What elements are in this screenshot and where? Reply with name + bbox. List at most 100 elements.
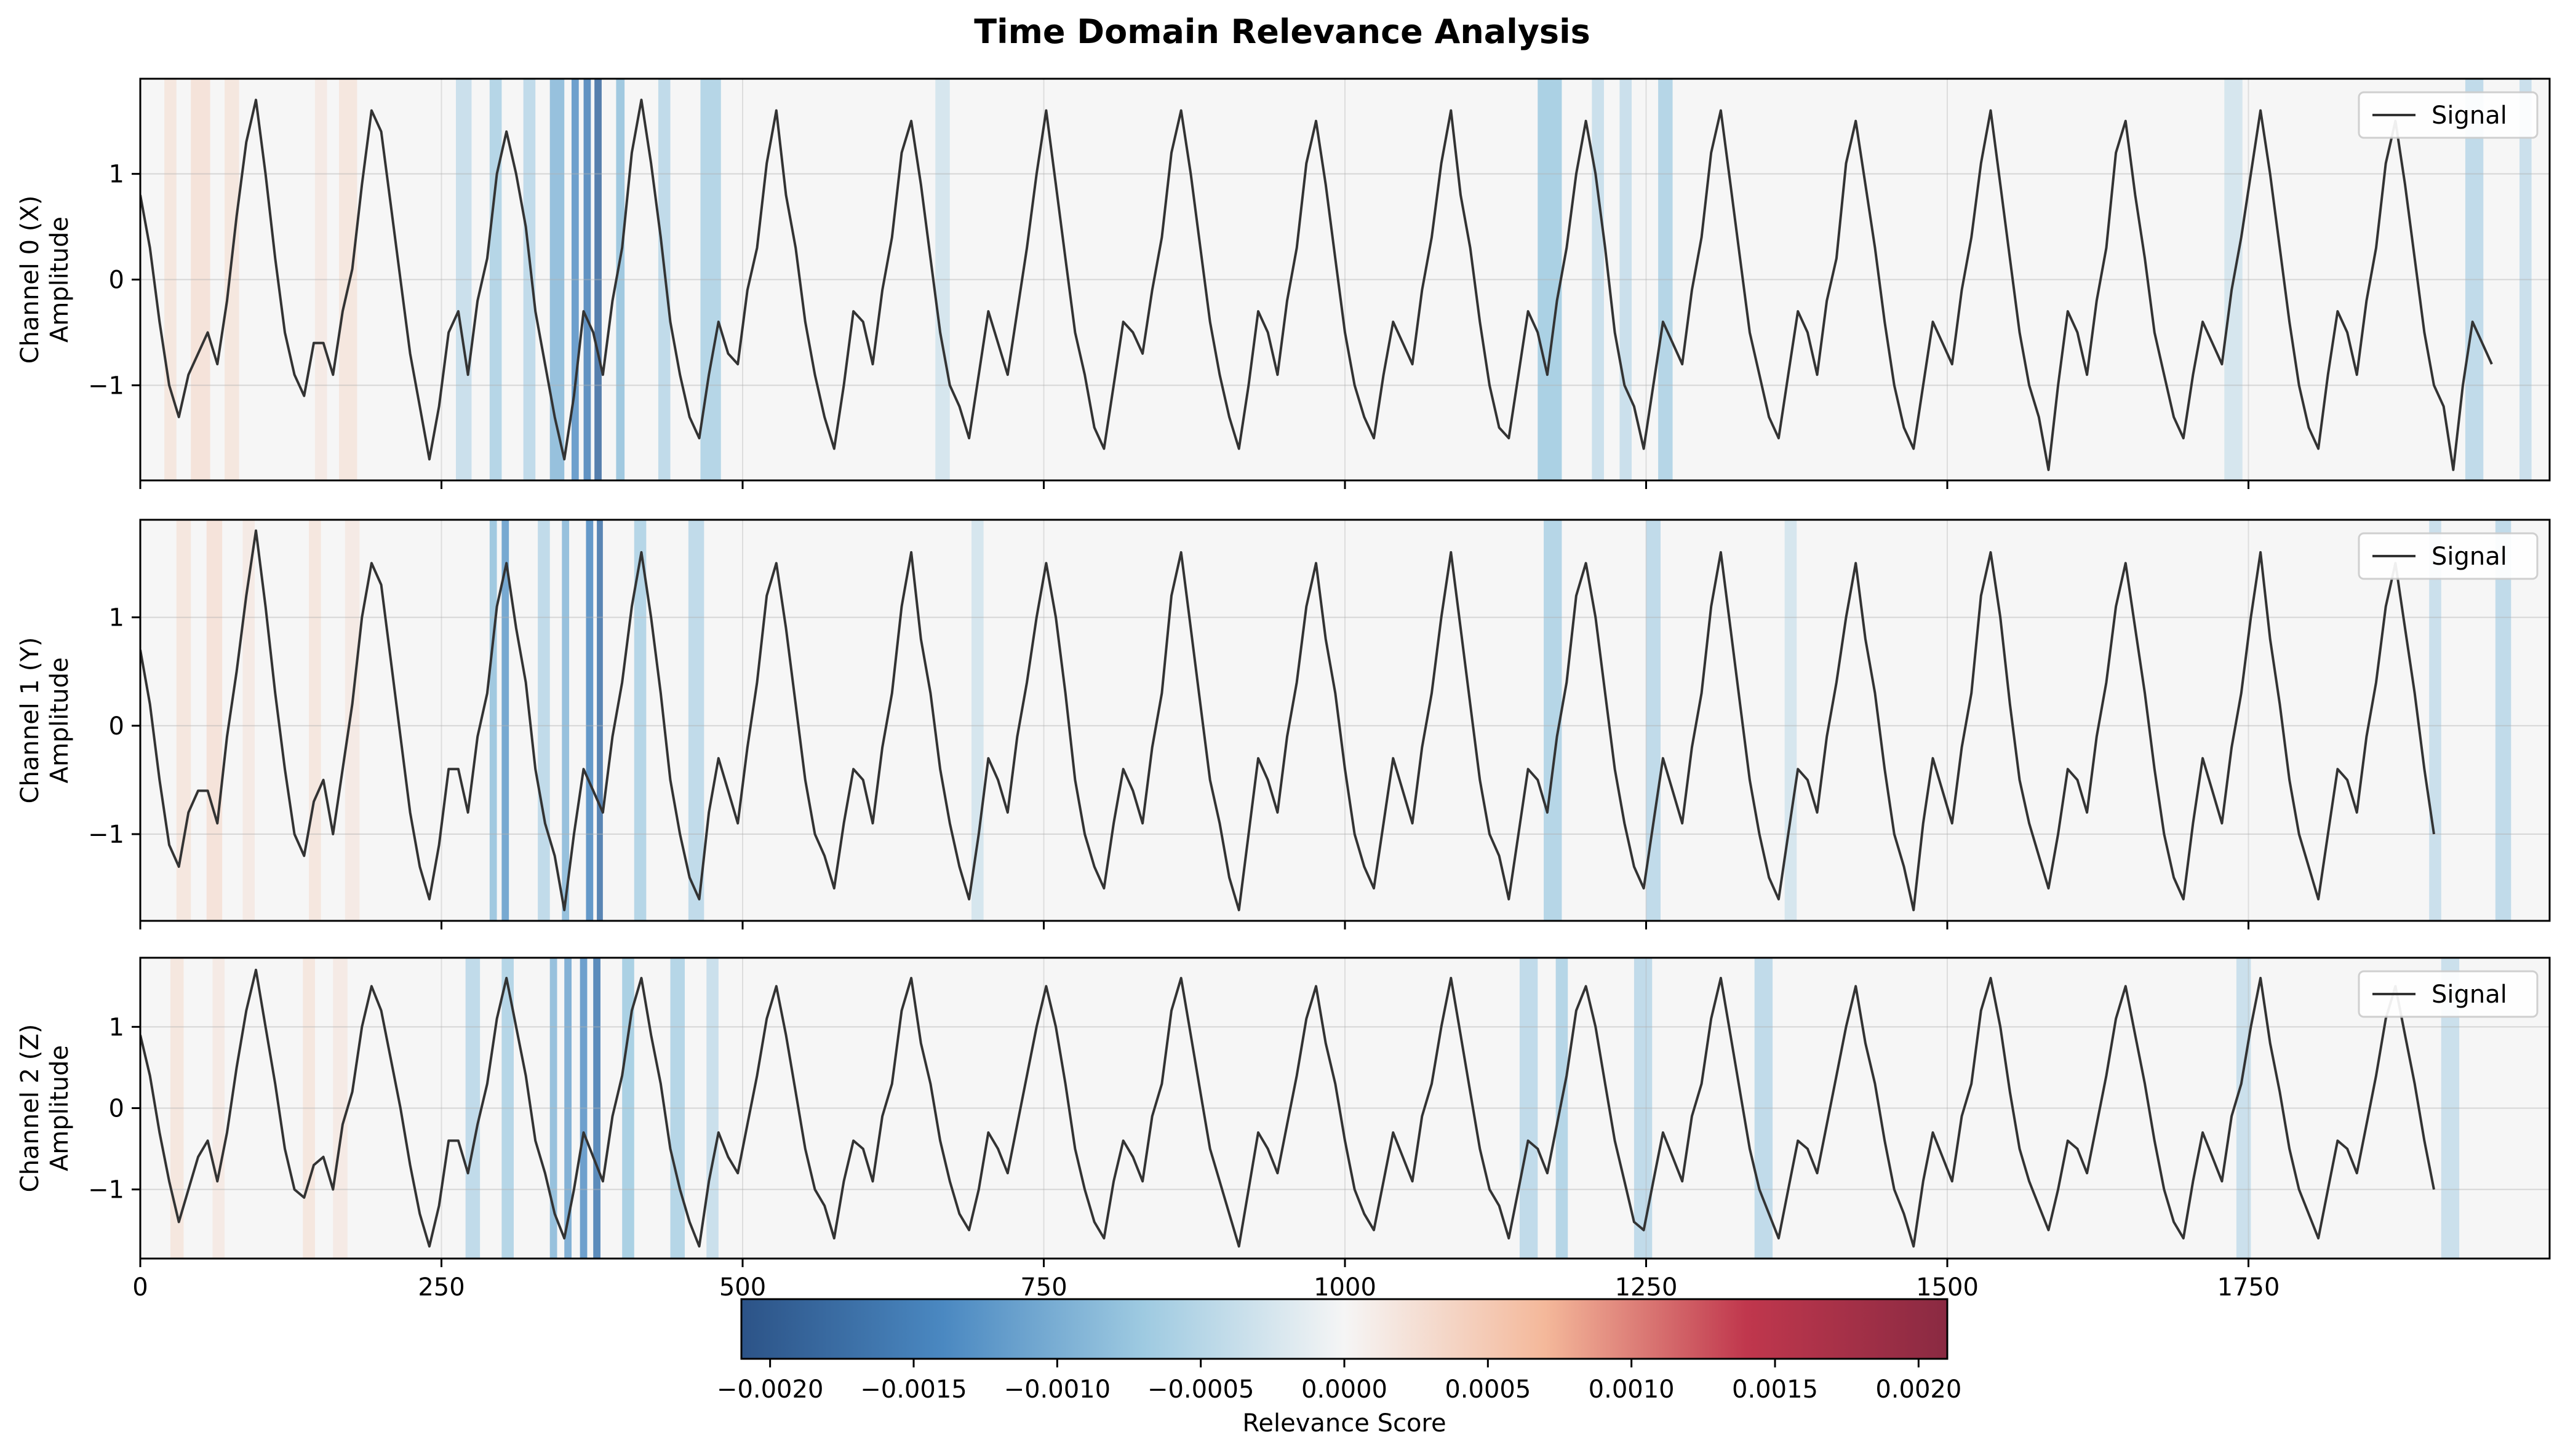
relevance-band: [2236, 958, 2251, 1259]
relevance-band: [191, 79, 210, 480]
y-axis-label-line2: Amplitude: [46, 217, 74, 343]
relevance-band: [564, 958, 572, 1259]
relevance-bands: [164, 79, 2532, 480]
signal-line-0: [140, 529, 2435, 912]
colorbar-tick-label: 0.0010: [1589, 1375, 1675, 1404]
colorbar-label: Relevance Score: [1242, 1409, 1446, 1438]
relevance-band: [586, 520, 594, 921]
relevance-band: [455, 79, 472, 480]
relevance-band: [594, 79, 602, 480]
relevance-band: [170, 958, 184, 1259]
x-tick-label: 250: [418, 1273, 465, 1302]
y-axis-label-line1: Channel 0 (X): [16, 196, 44, 364]
x-tick-label: 1500: [1916, 1273, 1979, 1302]
y-tick-label: −1: [88, 372, 124, 400]
relevance-band: [501, 958, 514, 1259]
x-tick-label: 0: [132, 1273, 148, 1302]
y-tick-label: 0: [109, 266, 124, 295]
y-axis-label: Channel 2 (Z)Amplitude: [16, 1024, 74, 1193]
y-tick-label: 0: [109, 712, 124, 741]
colorbar-ticks: −0.0020 −0.0015 −0.0010 −0.0005 0.0000 0.0005…: [717, 1359, 1961, 1404]
colorbar-tick-label: −0.0020: [717, 1375, 823, 1404]
colorbar-tick-label: −0.0010: [1004, 1375, 1111, 1404]
relevance-band: [622, 958, 634, 1259]
relevance-band: [549, 79, 565, 480]
colorbar-tick-label: −0.0005: [1147, 1375, 1254, 1404]
relevance-band: [206, 520, 223, 921]
relevance-band: [345, 520, 360, 921]
relevance-band: [1784, 520, 1797, 921]
colorbar-tick-label: −0.0015: [860, 1375, 967, 1404]
colorbar-gradient: [740, 1298, 1949, 1360]
relevance-band: [303, 958, 315, 1259]
signal-line-0: [140, 968, 2435, 1248]
relevance-band: [1754, 958, 1773, 1259]
relevance-band: [571, 79, 579, 480]
legend: Signal: [2358, 532, 2539, 580]
legend-label: Signal: [2431, 981, 2507, 1009]
relevance-band: [212, 958, 225, 1259]
colorbar-tick-label: 0.0020: [1875, 1375, 1961, 1404]
y-tick-label: 1: [109, 161, 124, 189]
colorbar-tick-label: 0.0015: [1732, 1375, 1818, 1404]
relevance-band: [580, 958, 588, 1259]
relevance-band: [583, 79, 591, 480]
legend-box: [2358, 532, 2539, 580]
relevance-band: [176, 520, 191, 921]
relevance-band: [489, 520, 497, 921]
relevance-band: [1555, 958, 1568, 1259]
legend-box: [2358, 91, 2539, 139]
y-axis-label-line2: Amplitude: [46, 658, 74, 784]
colorbar-tick-label: 0.0005: [1445, 1375, 1531, 1404]
relevance-bands: [176, 520, 2511, 921]
relevance-band: [1658, 79, 1673, 480]
relevance-band: [333, 958, 348, 1259]
relevance-band: [2495, 520, 2511, 921]
relevance-band: [616, 79, 625, 480]
y-axis-label: Channel 1 (Y)Amplitude: [16, 637, 74, 804]
y-tick-label: −1: [88, 821, 124, 849]
legend: Signal: [2358, 91, 2539, 139]
relevance-band: [634, 520, 647, 921]
chart-title: Time Domain Relevance Analysis: [974, 12, 1590, 51]
relevance-band: [489, 79, 502, 480]
relevance-band: [670, 958, 685, 1259]
x-tick-label: 500: [719, 1273, 766, 1302]
y-axis-label-line1: Channel 1 (Y): [16, 637, 44, 804]
y-tick-label: 1: [109, 604, 124, 632]
relevance-band: [309, 520, 321, 921]
relevance-bands: [170, 958, 2460, 1259]
y-axis-label-line2: Amplitude: [46, 1045, 74, 1171]
panel-1: −1 0 1 Channel 1 (Y)Amplitude Signal: [16, 519, 2551, 929]
relevance-band: [523, 79, 536, 480]
legend-label: Signal: [2431, 101, 2507, 130]
relevance-band: [225, 79, 239, 480]
relevance-band: [935, 79, 950, 480]
relevance-band: [501, 520, 509, 921]
x-tick-label: 1750: [2217, 1273, 2280, 1302]
relevance-band: [549, 958, 557, 1259]
y-axis-label-line1: Channel 2 (Z): [16, 1024, 44, 1193]
relevance-band: [465, 958, 481, 1259]
relevance-band: [971, 520, 984, 921]
y-tick-label: −1: [88, 1176, 124, 1204]
relevance-band: [538, 520, 550, 921]
legend-label: Signal: [2431, 543, 2507, 571]
legend: Signal: [2358, 970, 2539, 1018]
relevance-band: [688, 520, 704, 921]
panel-2: −1 0 1 0 250 500 750 1000 1250 1500 1750 Channel 2 …: [16, 957, 2551, 1302]
relevance-band: [1646, 520, 1661, 921]
relevance-band: [2519, 79, 2532, 480]
legend-box: [2358, 970, 2539, 1018]
relevance-band: [314, 79, 327, 480]
relevance-band: [1538, 79, 1562, 480]
panel-0: −1 0 1 Channel 0 (X)Amplitude Signal: [16, 78, 2551, 489]
y-tick-label: 0: [109, 1095, 124, 1123]
x-tick-label: 1250: [1615, 1273, 1678, 1302]
relevance-band: [593, 958, 600, 1259]
colorbar-tick-label: 0.0000: [1301, 1375, 1387, 1404]
relevance-band: [1519, 958, 1538, 1259]
